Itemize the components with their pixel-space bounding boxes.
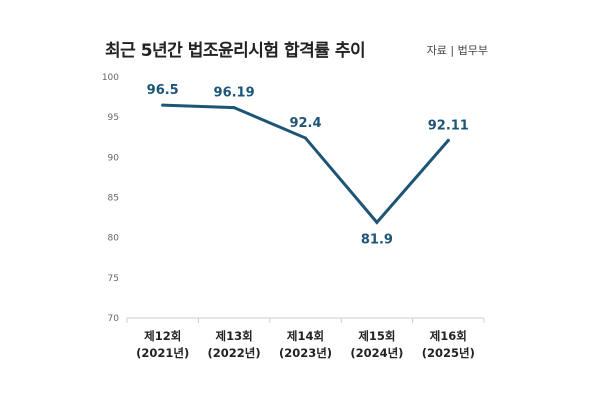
data-point bbox=[161, 103, 165, 107]
x-tick-label: (2025년) bbox=[422, 346, 475, 360]
y-tick-label: 90 bbox=[108, 153, 120, 163]
y-tick-label: 75 bbox=[108, 274, 119, 284]
x-tick-label: 제16회 bbox=[430, 329, 467, 343]
x-tick-label: 제14회 bbox=[287, 329, 324, 343]
y-axis: 100 95 90 85 80 75 70 bbox=[102, 73, 119, 324]
x-tick-label: (2023년) bbox=[279, 346, 332, 360]
source-label: 자료 | 법무부 bbox=[426, 44, 488, 57]
x-axis: 제12회 (2021년) 제13회 (2022년) 제14회 (2023년) 제15회 (20… bbox=[126, 317, 485, 360]
x-tick-label: 제15회 bbox=[358, 329, 395, 343]
data-labels: 96.5 96.19 92.4 81.9 92.11 bbox=[147, 83, 469, 247]
data-label: 96.19 bbox=[214, 86, 255, 101]
x-tick-label: (2024년) bbox=[350, 346, 403, 360]
x-tick-label: (2021년) bbox=[136, 346, 189, 360]
y-tick-label: 100 bbox=[102, 73, 119, 83]
y-tick-label: 70 bbox=[108, 314, 120, 324]
x-tick-label: (2022년) bbox=[208, 346, 261, 360]
data-label: 81.9 bbox=[361, 232, 393, 247]
y-tick-label: 95 bbox=[108, 113, 119, 123]
data-point bbox=[232, 106, 236, 110]
series bbox=[161, 103, 450, 225]
y-tick-label: 85 bbox=[108, 194, 119, 204]
data-label: 92.11 bbox=[428, 118, 469, 133]
data-label: 92.4 bbox=[289, 116, 321, 131]
chart-title: 최근 5년간 법조윤리시험 합격률 추이 bbox=[105, 41, 366, 61]
y-tick-label: 80 bbox=[108, 234, 120, 244]
x-tick-label: 제12회 bbox=[144, 329, 181, 343]
data-label: 96.5 bbox=[147, 83, 179, 98]
data-point bbox=[446, 138, 450, 142]
data-point bbox=[304, 136, 307, 140]
x-tick-label: 제13회 bbox=[216, 329, 253, 343]
data-point bbox=[375, 220, 379, 224]
